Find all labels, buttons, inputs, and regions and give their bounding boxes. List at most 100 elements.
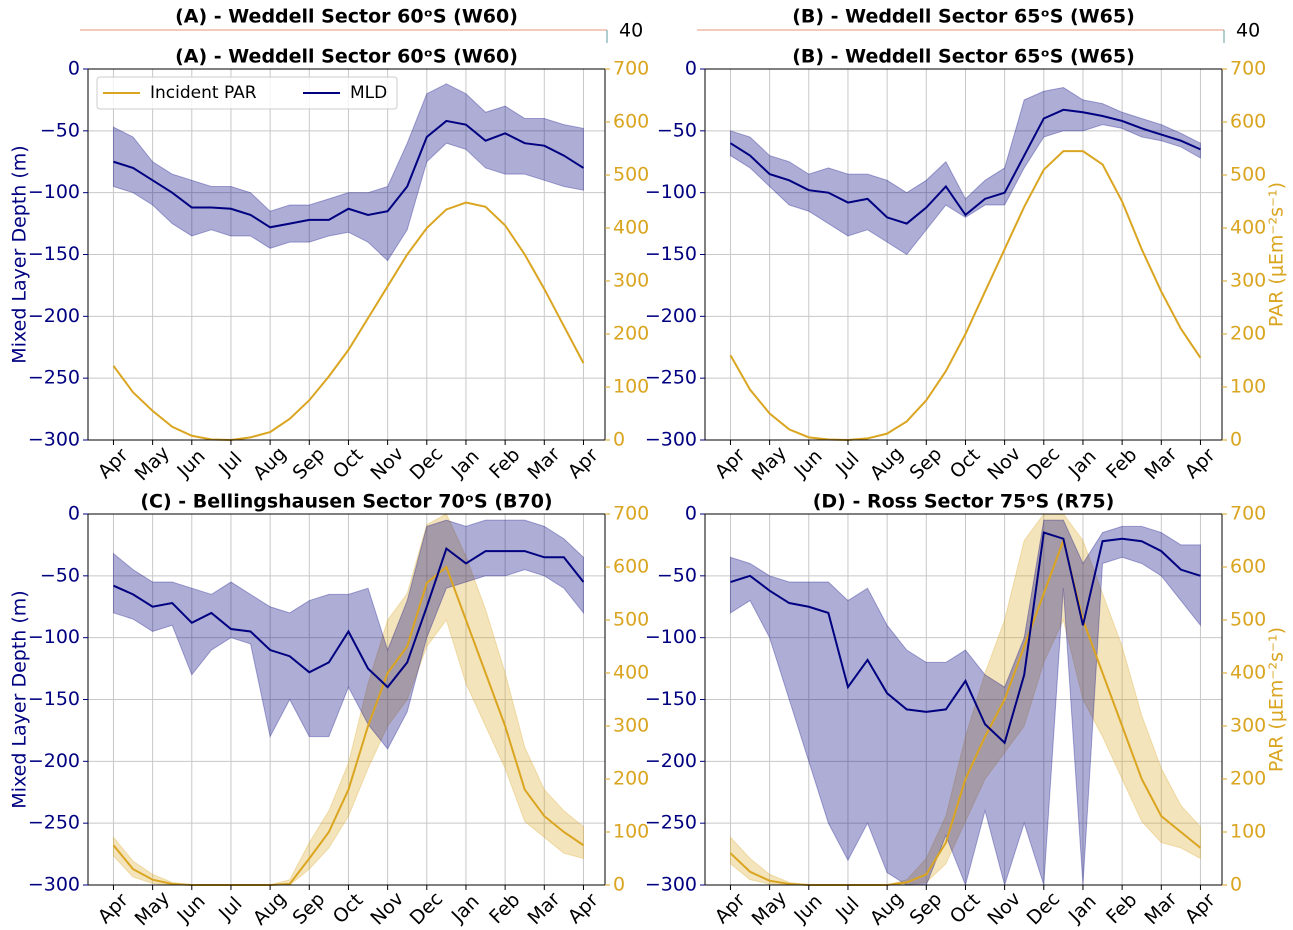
y2-tick-label: 300: [613, 270, 649, 292]
band: [729, 519, 1201, 887]
x-tick-label: Mar: [523, 443, 564, 484]
x-tick-label: Apr: [711, 444, 750, 483]
y-tick-label: −100: [28, 626, 80, 648]
overlay-label: 40: [619, 20, 643, 42]
y-tick-label: 0: [685, 58, 697, 80]
y2-tick-label: 600: [613, 556, 649, 578]
y2-tick-label: 200: [1230, 768, 1266, 790]
x-tick-label: Oct: [329, 444, 368, 483]
x-tick-label: Jan: [1064, 446, 1101, 483]
y-tick-label: −50: [657, 564, 697, 586]
x-tick-label: Apr: [564, 889, 603, 928]
line: [730, 531, 1201, 745]
x-tick-label: Jun: [789, 890, 826, 927]
x-tick-label: Feb: [485, 889, 524, 928]
y-tick-label: −300: [28, 874, 80, 896]
x-tick-label: Apr: [711, 889, 750, 928]
x-tick-label: Aug: [249, 443, 291, 485]
y2-tick-label: 0: [613, 429, 625, 451]
x-tick-label: Mar: [1140, 888, 1181, 929]
x-tick-label: Apr: [94, 444, 133, 483]
x-tick-label: Jun: [789, 445, 826, 482]
x-tick-label: Sep: [905, 443, 946, 484]
y2-tick-label: 500: [1230, 609, 1266, 631]
y-tick-label: −150: [28, 688, 80, 710]
y2-tick-label: 600: [1230, 111, 1266, 133]
x-tick-label: Apr: [1181, 889, 1220, 928]
x-tick-label: Dec: [1023, 888, 1065, 930]
y-tick-label: −300: [645, 429, 697, 451]
y-tick-label: 0: [68, 58, 80, 80]
y2-tick-label: 600: [1230, 556, 1266, 578]
x-tick-label: May: [748, 887, 791, 930]
x-tick-label: Apr: [564, 444, 603, 483]
y-axis-label: Mixed Layer Depth (m): [9, 145, 31, 363]
x-tick-label: Feb: [1102, 889, 1141, 928]
y2-tick-label: 400: [613, 217, 649, 239]
y-tick-label: −50: [40, 564, 80, 586]
y2-tick-label: 400: [1230, 662, 1266, 684]
x-tick-label: Nov: [366, 443, 408, 485]
y2-tick-label: 300: [1230, 715, 1266, 737]
x-tick-label: Jan: [447, 891, 484, 928]
line: [113, 546, 585, 689]
y2-tick-label: 700: [1230, 503, 1266, 525]
x-tick-label: Apr: [94, 889, 133, 928]
y-tick-label: −250: [28, 812, 80, 834]
x-tick-label: Nov: [983, 443, 1025, 485]
band: [112, 83, 584, 262]
legend-frame: [96, 76, 398, 110]
y2-tick-label: 400: [613, 662, 649, 684]
y2-tick-label: 500: [613, 609, 649, 631]
y2-tick-label: 400: [1230, 217, 1266, 239]
x-tick-label: Aug: [866, 443, 908, 485]
line: [729, 108, 1201, 225]
legend-label: MLD: [350, 83, 387, 103]
y2-tick-label: 600: [613, 111, 649, 133]
y2-tick-label: 700: [1230, 58, 1266, 80]
x-tick-label: Jul: [214, 448, 246, 480]
y-tick-label: −300: [28, 429, 80, 451]
y2-axis-label: PAR (μEm⁻²s⁻¹): [1266, 182, 1288, 327]
x-tick-label: Jul: [831, 448, 863, 480]
legend-label: Incident PAR: [150, 83, 257, 103]
y-tick-label: −250: [645, 367, 697, 389]
x-tick-label: Oct: [946, 889, 985, 928]
x-tick-label: Dec: [406, 443, 448, 485]
y-tick-label: −300: [645, 874, 697, 896]
y2-tick-label: 200: [613, 323, 649, 345]
y-tick-label: −200: [645, 750, 697, 772]
y2-tick-label: 0: [613, 874, 625, 896]
y2-tick-label: 100: [613, 376, 649, 398]
y-tick-label: −50: [40, 119, 80, 141]
band: [112, 519, 584, 750]
y-tick-label: −50: [657, 119, 697, 141]
y-tick-label: −250: [645, 812, 697, 834]
y2-tick-label: 100: [1230, 376, 1266, 398]
y2-tick-label: 200: [1230, 323, 1266, 345]
y-tick-label: −100: [645, 626, 697, 648]
x-tick-label: Mar: [523, 888, 564, 929]
x-tick-label: Oct: [329, 889, 368, 928]
line: [113, 119, 584, 229]
x-tick-label: Apr: [1181, 444, 1220, 483]
line: [729, 150, 1202, 442]
x-tick-label: Aug: [866, 888, 908, 930]
y-tick-label: −150: [28, 243, 80, 265]
x-tick-label: Dec: [406, 888, 448, 930]
y-axis-label: Mixed Layer Depth (m): [9, 590, 31, 808]
chart-title: (C) - Bellingshausen Sector 70ᵒS (B70): [140, 491, 552, 513]
y2-tick-label: 500: [1230, 164, 1266, 186]
y2-tick-label: 300: [613, 715, 649, 737]
x-tick-label: Oct: [946, 444, 985, 483]
x-tick-label: Dec: [1023, 443, 1065, 485]
x-tick-label: May: [131, 887, 174, 930]
x-tick-label: Sep: [288, 443, 329, 484]
y-tick-label: −250: [28, 367, 80, 389]
y-tick-label: −100: [645, 181, 697, 203]
x-tick-label: Nov: [983, 888, 1025, 930]
x-tick-label: Jul: [214, 893, 246, 925]
y-tick-label: −200: [28, 305, 80, 327]
y2-tick-label: 700: [613, 503, 649, 525]
